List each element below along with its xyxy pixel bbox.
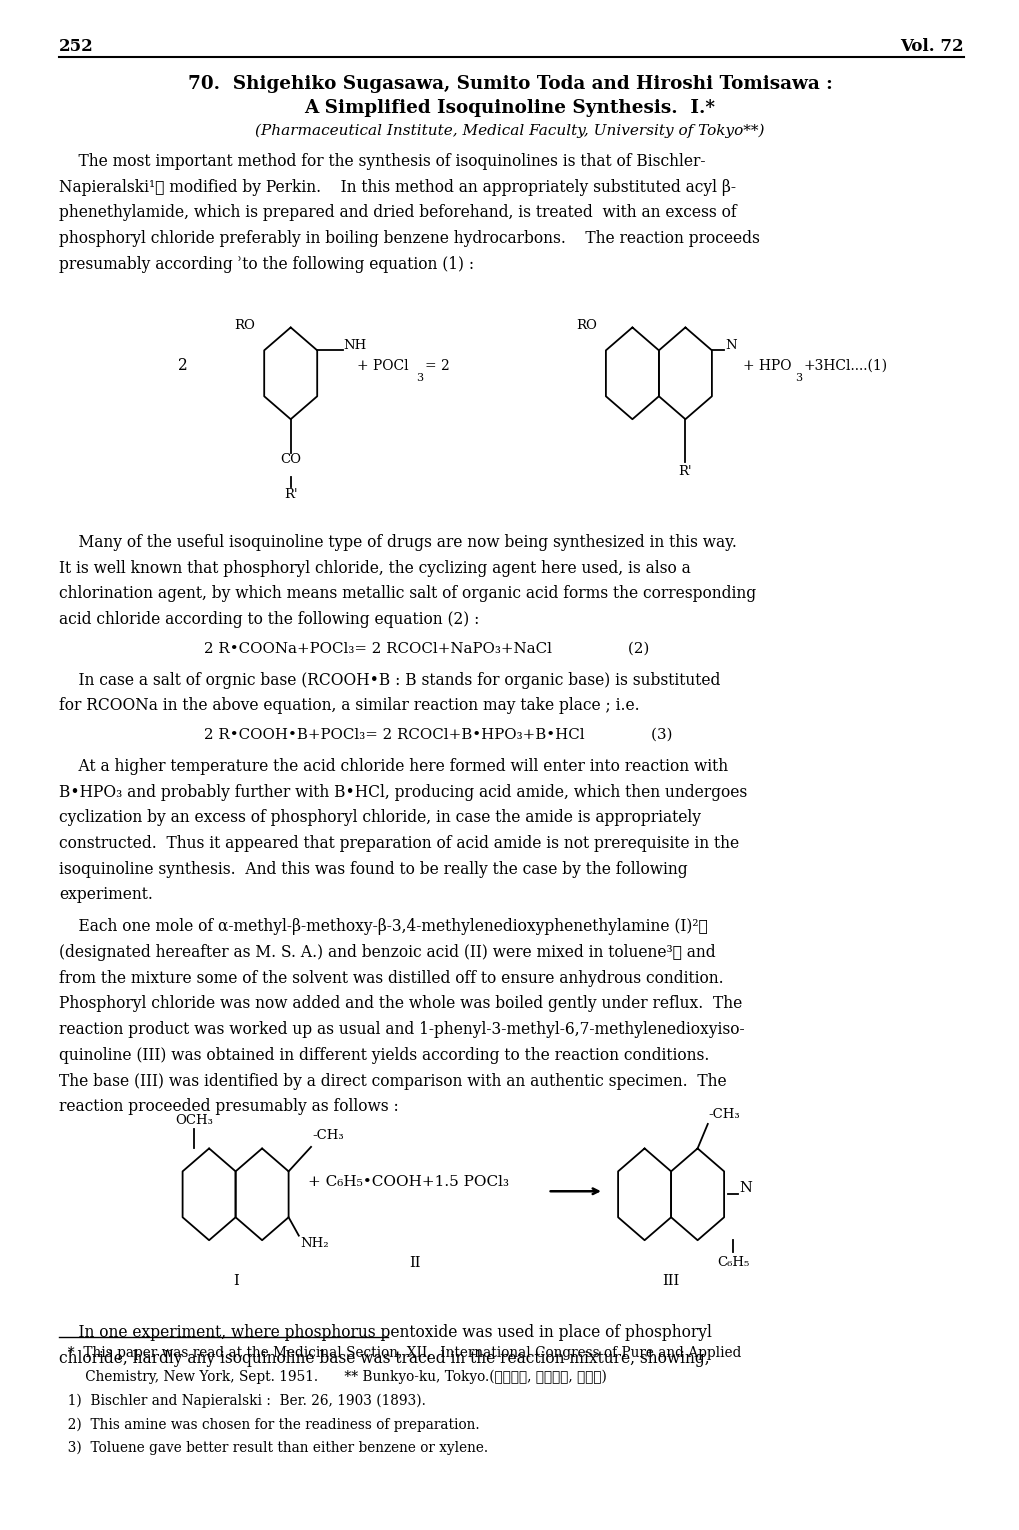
Text: phosphoryl chloride preferably in boiling benzene hydrocarbons.    The reaction : phosphoryl chloride preferably in boilin… [59, 230, 759, 248]
Text: reaction proceeded presumably as follows :: reaction proceeded presumably as follows… [59, 1099, 398, 1115]
Text: It is well known that phosphoryl chloride, the cyclizing agent here used, is als: It is well known that phosphoryl chlorid… [59, 560, 690, 577]
Text: I: I [232, 1274, 238, 1288]
Text: The most important method for the synthesis of isoquinolines is that of Bischler: The most important method for the synthe… [59, 153, 705, 170]
Text: 70.  Shigehiko Sugasawa, Sumito Toda and Hiroshi Tomisawa :: 70. Shigehiko Sugasawa, Sumito Toda and … [187, 75, 832, 93]
Text: *  This paper was read at the Medicinal Section, XII.  International Congress of: * This paper was read at the Medicinal S… [59, 1346, 741, 1360]
Text: + POCl: + POCl [357, 358, 409, 373]
Text: from the mixture some of the solvent was distilled off to ensure anhydrous condi: from the mixture some of the solvent was… [59, 970, 723, 987]
Text: B•HPO₃ and probably further with B•HCl, producing acid amide, which then undergo: B•HPO₃ and probably further with B•HCl, … [59, 783, 747, 800]
Text: A Simplified Isoquinoline Synthesis.  I.*: A Simplified Isoquinoline Synthesis. I.* [305, 99, 714, 118]
Text: presumably according ʾto the following equation (1) :: presumably according ʾto the following e… [59, 256, 474, 272]
Text: for RCOONa in the above equation, a similar reaction may take place ; i.e.: for RCOONa in the above equation, a simi… [59, 698, 639, 715]
Text: At a higher temperature the acid chloride here formed will enter into reaction w: At a higher temperature the acid chlorid… [59, 757, 728, 776]
Text: 2 R•COOH•B+POCl₃= 2 RCOCl+B•HPO₃+B•HCl              (3): 2 R•COOH•B+POCl₃= 2 RCOCl+B•HPO₃+B•HCl (… [204, 728, 672, 742]
Text: isoquinoline synthesis.  And this was found to be really the case by the followi: isoquinoline synthesis. And this was fou… [59, 861, 687, 878]
Text: CO: CO [280, 453, 301, 465]
Text: N: N [725, 340, 736, 352]
Text: Vol. 72: Vol. 72 [900, 38, 963, 55]
Text: 2: 2 [178, 356, 189, 375]
Text: R': R' [678, 465, 692, 477]
Text: The base (III) was identified by a direct comparison with an authentic specimen.: The base (III) was identified by a direc… [59, 1073, 727, 1089]
Text: Phosphoryl chloride was now added and the whole was boiled gently under reflux. : Phosphoryl chloride was now added and th… [59, 996, 742, 1013]
Text: +3HCl....(1): +3HCl....(1) [803, 358, 887, 373]
Text: = 2: = 2 [425, 358, 449, 373]
Text: chloride, hardly any isoquinoline base was traced in the reaction mixture, showi: chloride, hardly any isoquinoline base w… [59, 1349, 709, 1368]
Text: + C₆H₅•COOH+1.5 POCl₃: + C₆H₅•COOH+1.5 POCl₃ [308, 1175, 508, 1189]
Text: C₆H₅: C₆H₅ [716, 1256, 749, 1268]
Text: RO: RO [234, 320, 255, 332]
Text: cyclization by an excess of phosphoryl chloride, in case the amide is appropriat: cyclization by an excess of phosphoryl c… [59, 809, 700, 826]
Text: 252: 252 [59, 38, 94, 55]
Text: -CH₃: -CH₃ [708, 1108, 740, 1121]
Text: 2)  This amine was chosen for the readiness of preparation.: 2) This amine was chosen for the readine… [59, 1417, 479, 1432]
Text: 3: 3 [416, 373, 423, 382]
Text: acid chloride according to the following equation (2) :: acid chloride according to the following… [59, 610, 479, 629]
Text: (designated hereafter as M. S. A.) and benzoic acid (II) were mixed in toluene³⦿: (designated hereafter as M. S. A.) and b… [59, 944, 715, 961]
Text: constructed.  Thus it appeared that preparation of acid amide is not prerequisit: constructed. Thus it appeared that prepa… [59, 835, 739, 852]
Text: chlorination agent, by which means metallic salt of organic acid forms the corre: chlorination agent, by which means metal… [59, 586, 755, 603]
Text: Many of the useful isoquinoline type of drugs are now being synthesized in this : Many of the useful isoquinoline type of … [59, 534, 737, 551]
Text: quinoline (III) was obtained in different yields according to the reaction condi: quinoline (III) was obtained in differen… [59, 1047, 709, 1063]
Text: OCH₃: OCH₃ [174, 1114, 213, 1128]
Text: N: N [739, 1181, 752, 1195]
Text: reaction product was worked up as usual and 1-phenyl-3-methyl-6,7-methylenedioxy: reaction product was worked up as usual … [59, 1021, 744, 1039]
Text: experiment.: experiment. [59, 886, 153, 904]
Text: (Pharmaceutical Institute, Medical Faculty, University of Tokyo**): (Pharmaceutical Institute, Medical Facul… [255, 124, 764, 138]
Text: 2 R•COONa+POCl₃= 2 RCOCl+NaPO₃+NaCl                (2): 2 R•COONa+POCl₃= 2 RCOCl+NaPO₃+NaCl (2) [204, 641, 649, 655]
Text: RO: RO [576, 320, 597, 332]
Text: 3)  Toluene gave better result than either benzene or xylene.: 3) Toluene gave better result than eithe… [59, 1441, 488, 1455]
Text: NH₂: NH₂ [300, 1238, 328, 1250]
Text: II: II [409, 1256, 421, 1270]
Text: R': R' [283, 488, 298, 500]
Text: In case a salt of orgnic base (RCOOH•B : B stands for organic base) is substitut: In case a salt of orgnic base (RCOOH•B :… [59, 672, 719, 688]
Text: 1)  Bischler and Napieralski :  Ber. 26, 1903 (1893).: 1) Bischler and Napieralski : Ber. 26, 1… [59, 1394, 426, 1408]
Text: phenethylamide, which is prepared and dried beforehand, is treated  with an exce: phenethylamide, which is prepared and dr… [59, 205, 736, 222]
Text: -CH₃: -CH₃ [312, 1129, 343, 1143]
Text: III: III [662, 1274, 680, 1288]
Text: Each one mole of α-methyl-β-methoxy-β-3,4-methylenedioxyphenethylamine (I)²⦿: Each one mole of α-methyl-β-methoxy-β-3,… [59, 918, 707, 935]
Text: Chemistry, New York, Sept. 1951.      ** Bunkyo-ku, Tokyo.(管沢重彦, 戸田住人, 富沢宏): Chemistry, New York, Sept. 1951. ** Bunk… [59, 1369, 606, 1385]
Text: Napieralski¹⦿ modified by Perkin.    In this method an appropriately substituted: Napieralski¹⦿ modified by Perkin. In thi… [59, 179, 736, 196]
Text: + HPO: + HPO [742, 358, 790, 373]
Text: NH: NH [343, 340, 367, 352]
Text: 3: 3 [795, 373, 802, 382]
Text: In one experiment, where phosphorus pentoxide was used in place of phosphoryl: In one experiment, where phosphorus pent… [59, 1325, 711, 1342]
